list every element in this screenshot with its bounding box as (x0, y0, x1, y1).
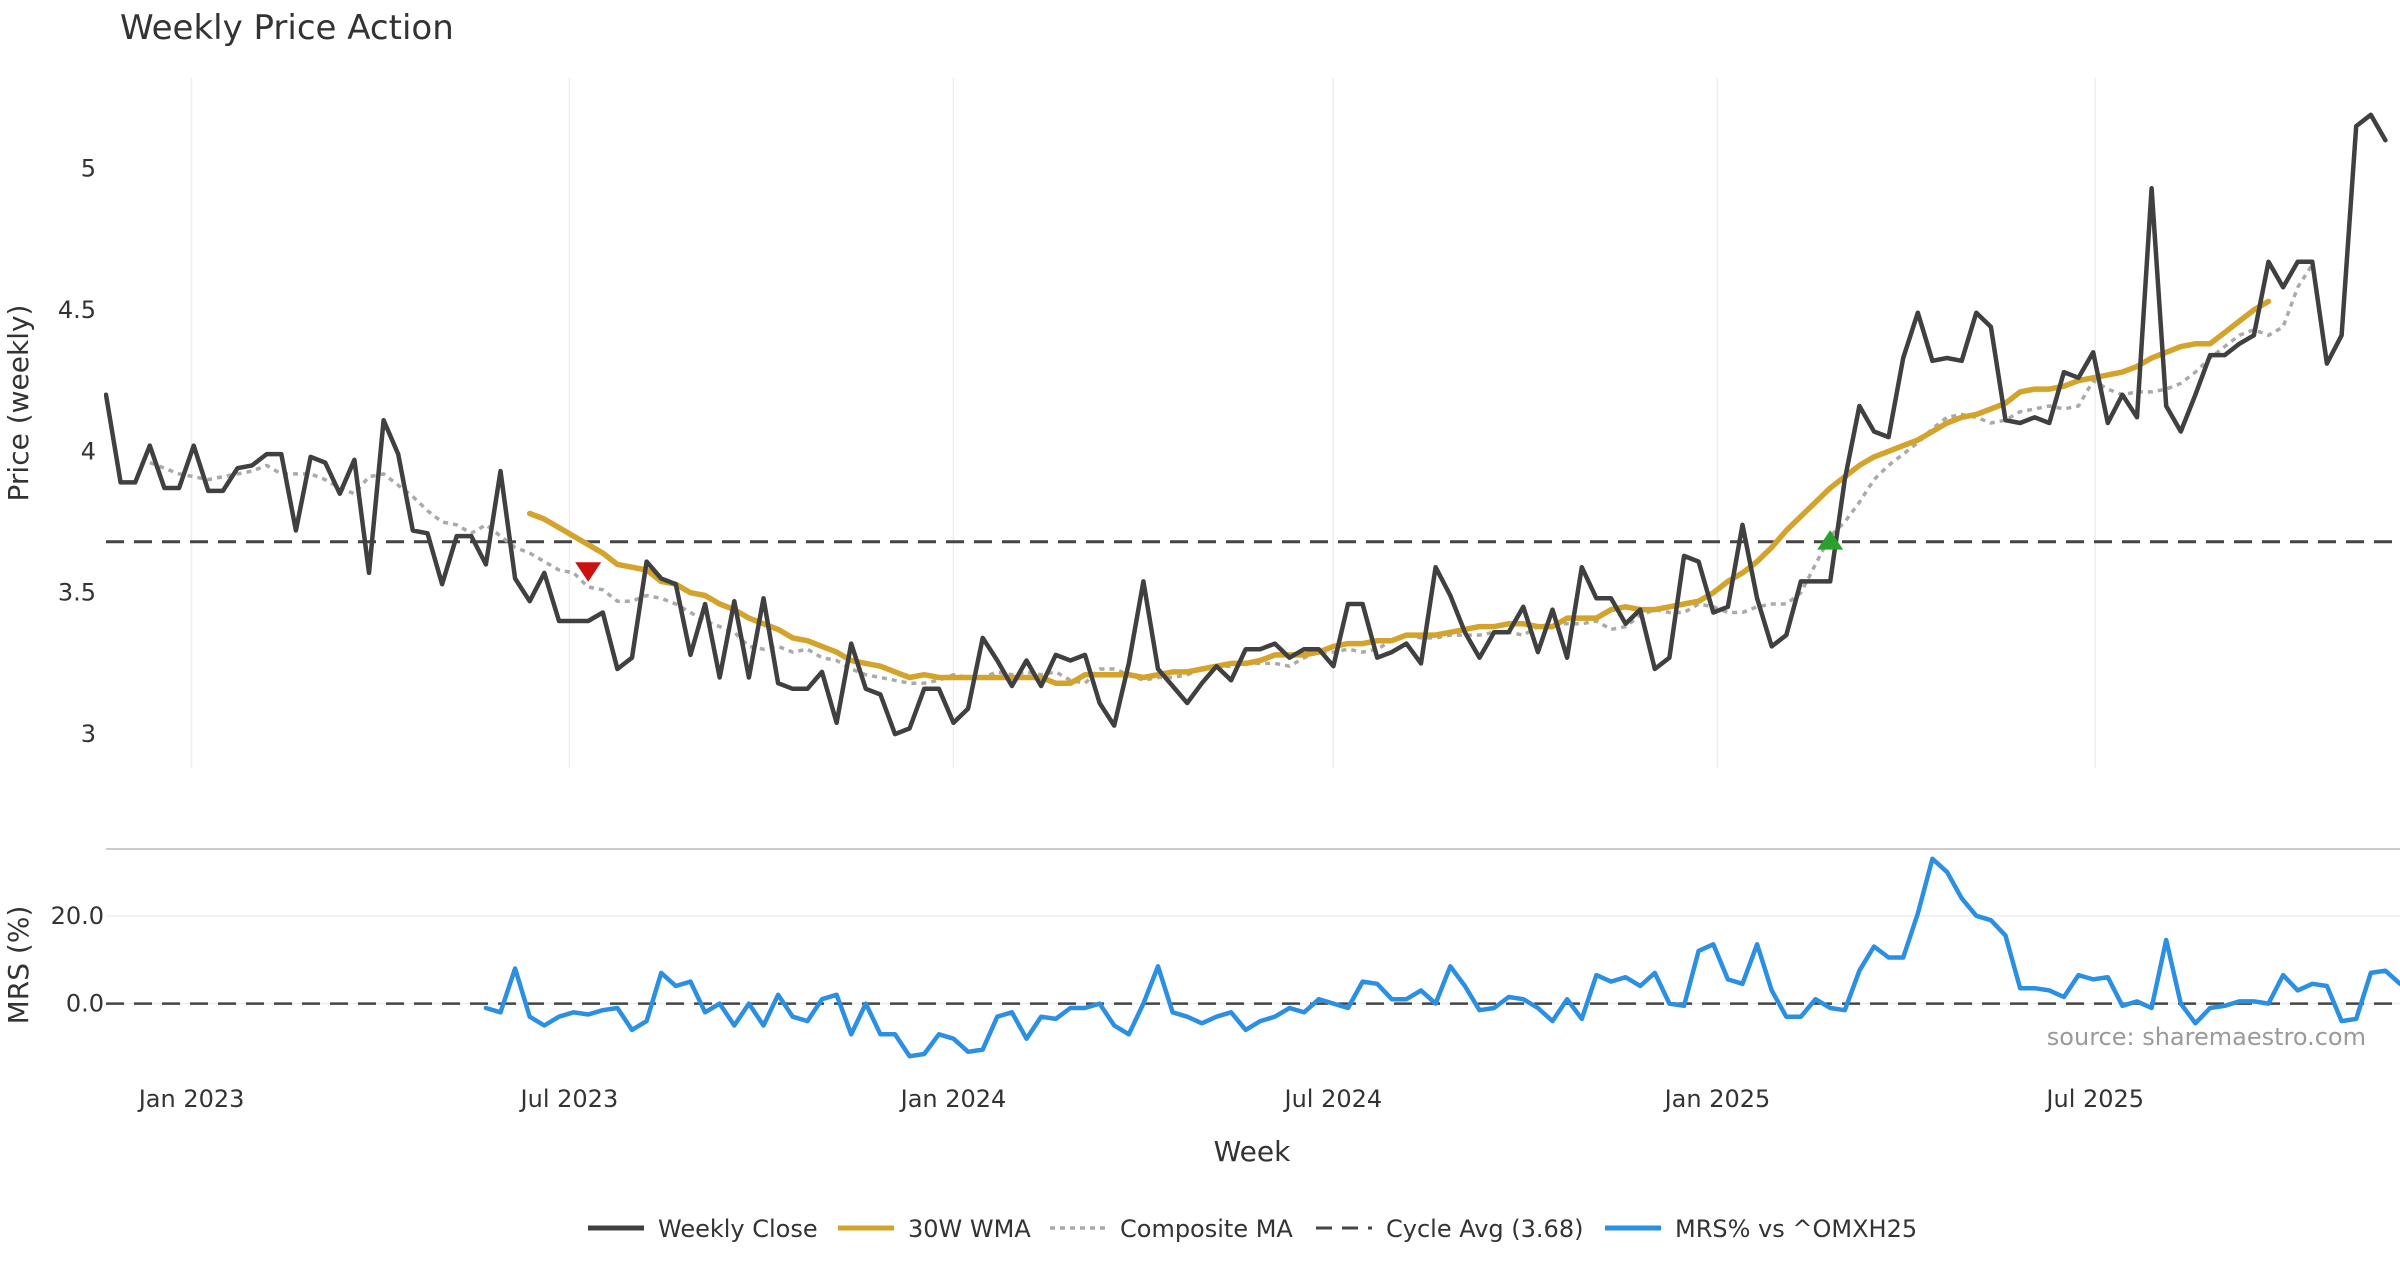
x-axis-label: Week (1214, 1135, 1291, 1168)
mrs-line (483, 856, 2400, 1059)
tick-labels: Jan 2023 Jul 2023 Jan 2024 Jul 2024 Jan 2025… (51, 154, 2145, 1113)
mrs-y-tick-label: 0.0 (66, 990, 104, 1018)
x-tick-label: Jan 2023 (137, 1085, 245, 1113)
y-axis-label-mrs: MRS (%) (2, 906, 35, 1025)
price-y-tick-label: 4.5 (58, 296, 96, 324)
sell-signal-marker (575, 562, 602, 582)
reference-lines (106, 540, 2400, 1005)
x-tick-label: Jul 2024 (1283, 1085, 1383, 1113)
legend-label: Cycle Avg (3.68) (1386, 1215, 1583, 1243)
wma-30w-line (526, 298, 2272, 686)
x-tick-label: Jan 2025 (1663, 1085, 1771, 1113)
price-y-tick-label: 4 (81, 437, 96, 465)
signal-markers (575, 530, 1844, 582)
legend: Weekly Close 30W WMA Composite MA Cycle Avg… (588, 1215, 1917, 1243)
x-tick-label: Jul 2025 (2044, 1085, 2144, 1113)
legend-label: Composite MA (1120, 1215, 1293, 1243)
weekly-close-line (104, 112, 2388, 737)
mrs-y-tick-label: 20.0 (51, 902, 104, 930)
x-tick-label: Jan 2024 (899, 1085, 1007, 1113)
chart-title: Weekly Price Action (120, 8, 454, 48)
price-y-tick-label: 3 (81, 720, 96, 748)
source-annotation: source: sharemaestro.com (2047, 1023, 2366, 1051)
legend-label: MRS% vs ^OMXH25 (1675, 1215, 1917, 1243)
y-axis-label-price: Price (weekly) (2, 305, 35, 502)
legend-label: 30W WMA (908, 1215, 1031, 1243)
price-y-tick-label: 3.5 (58, 579, 96, 607)
x-tick-label: Jul 2023 (519, 1085, 619, 1113)
series-lines (104, 112, 2400, 1059)
composite-ma-line (149, 263, 2314, 685)
legend-label: Weekly Close (658, 1215, 818, 1243)
buy-signal-marker (1817, 530, 1844, 550)
price-y-tick-label: 5 (81, 154, 96, 182)
